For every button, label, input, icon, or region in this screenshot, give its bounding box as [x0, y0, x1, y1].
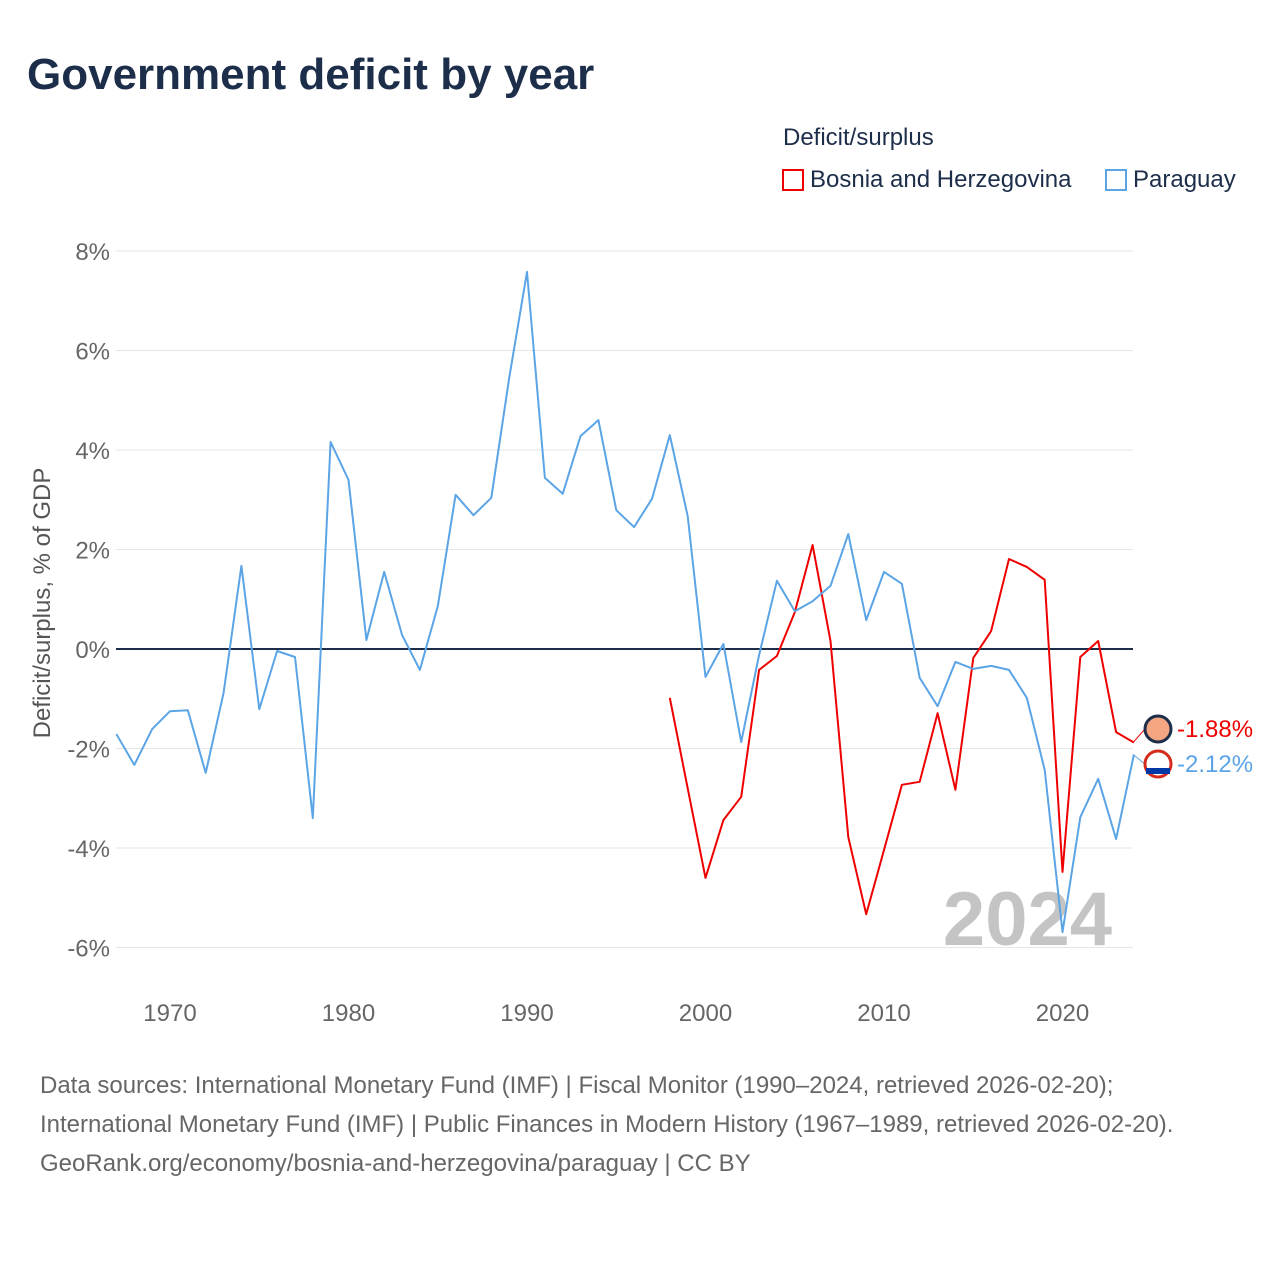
flag-stripe	[1146, 768, 1170, 774]
series-line-paraguay	[115, 270, 1135, 934]
footer: Data sources: International Monetary Fun…	[40, 1066, 1240, 1183]
x-tick-label: 2020	[1036, 1000, 1089, 1027]
y-tick-label: 0%	[75, 637, 110, 664]
series-line-bosnia	[668, 544, 1135, 916]
legend-swatch	[1105, 169, 1127, 191]
x-tick-label: 1990	[500, 1000, 553, 1027]
end-value-label: -1.88%	[1177, 716, 1253, 743]
legend-label: Paraguay	[1133, 166, 1236, 193]
data-sources: Data sources: International Monetary Fun…	[40, 1072, 1174, 1138]
y-tick-label: 6%	[75, 339, 110, 366]
y-tick-label: 2%	[75, 538, 110, 565]
year-watermark: 2024	[943, 877, 1112, 962]
x-tick-label: 1970	[143, 1000, 196, 1027]
y-tick-label: 4%	[75, 438, 110, 465]
bosnia-flag-icon	[1143, 714, 1173, 744]
legend-label: Bosnia and Herzegovina	[810, 166, 1072, 193]
y-tick-label: -2%	[67, 737, 110, 764]
legend-item-paraguay[interactable]: Paraguay	[1105, 166, 1236, 194]
end-connector	[1132, 754, 1146, 765]
legend-title: Deficit/surplus	[783, 124, 934, 151]
x-tick-label: 2010	[857, 1000, 910, 1027]
legend-swatch	[782, 169, 804, 191]
y-tick-label: -6%	[67, 936, 110, 963]
y-tick-label: 8%	[75, 239, 110, 266]
x-tick-label: 1980	[322, 1000, 375, 1027]
end-connector	[1132, 728, 1146, 743]
source-link[interactable]: GeoRank.org/economy/bosnia-and-herzegovi…	[40, 1150, 751, 1177]
x-tick-label: 2000	[679, 1000, 732, 1027]
end-value-label: -2.12%	[1177, 751, 1253, 778]
y-tick-label: -4%	[67, 836, 110, 863]
y-axis-label: Deficit/surplus, % of GDP	[29, 468, 56, 739]
legend-item-bosnia[interactable]: Bosnia and Herzegovina	[782, 166, 1072, 194]
chart-title: Government deficit by year	[27, 50, 595, 99]
plot-area: 8% 6% 4% 2% 0% -2% -4% -6% 1970 1980 1990 2000 2010 2…	[29, 239, 1253, 1027]
